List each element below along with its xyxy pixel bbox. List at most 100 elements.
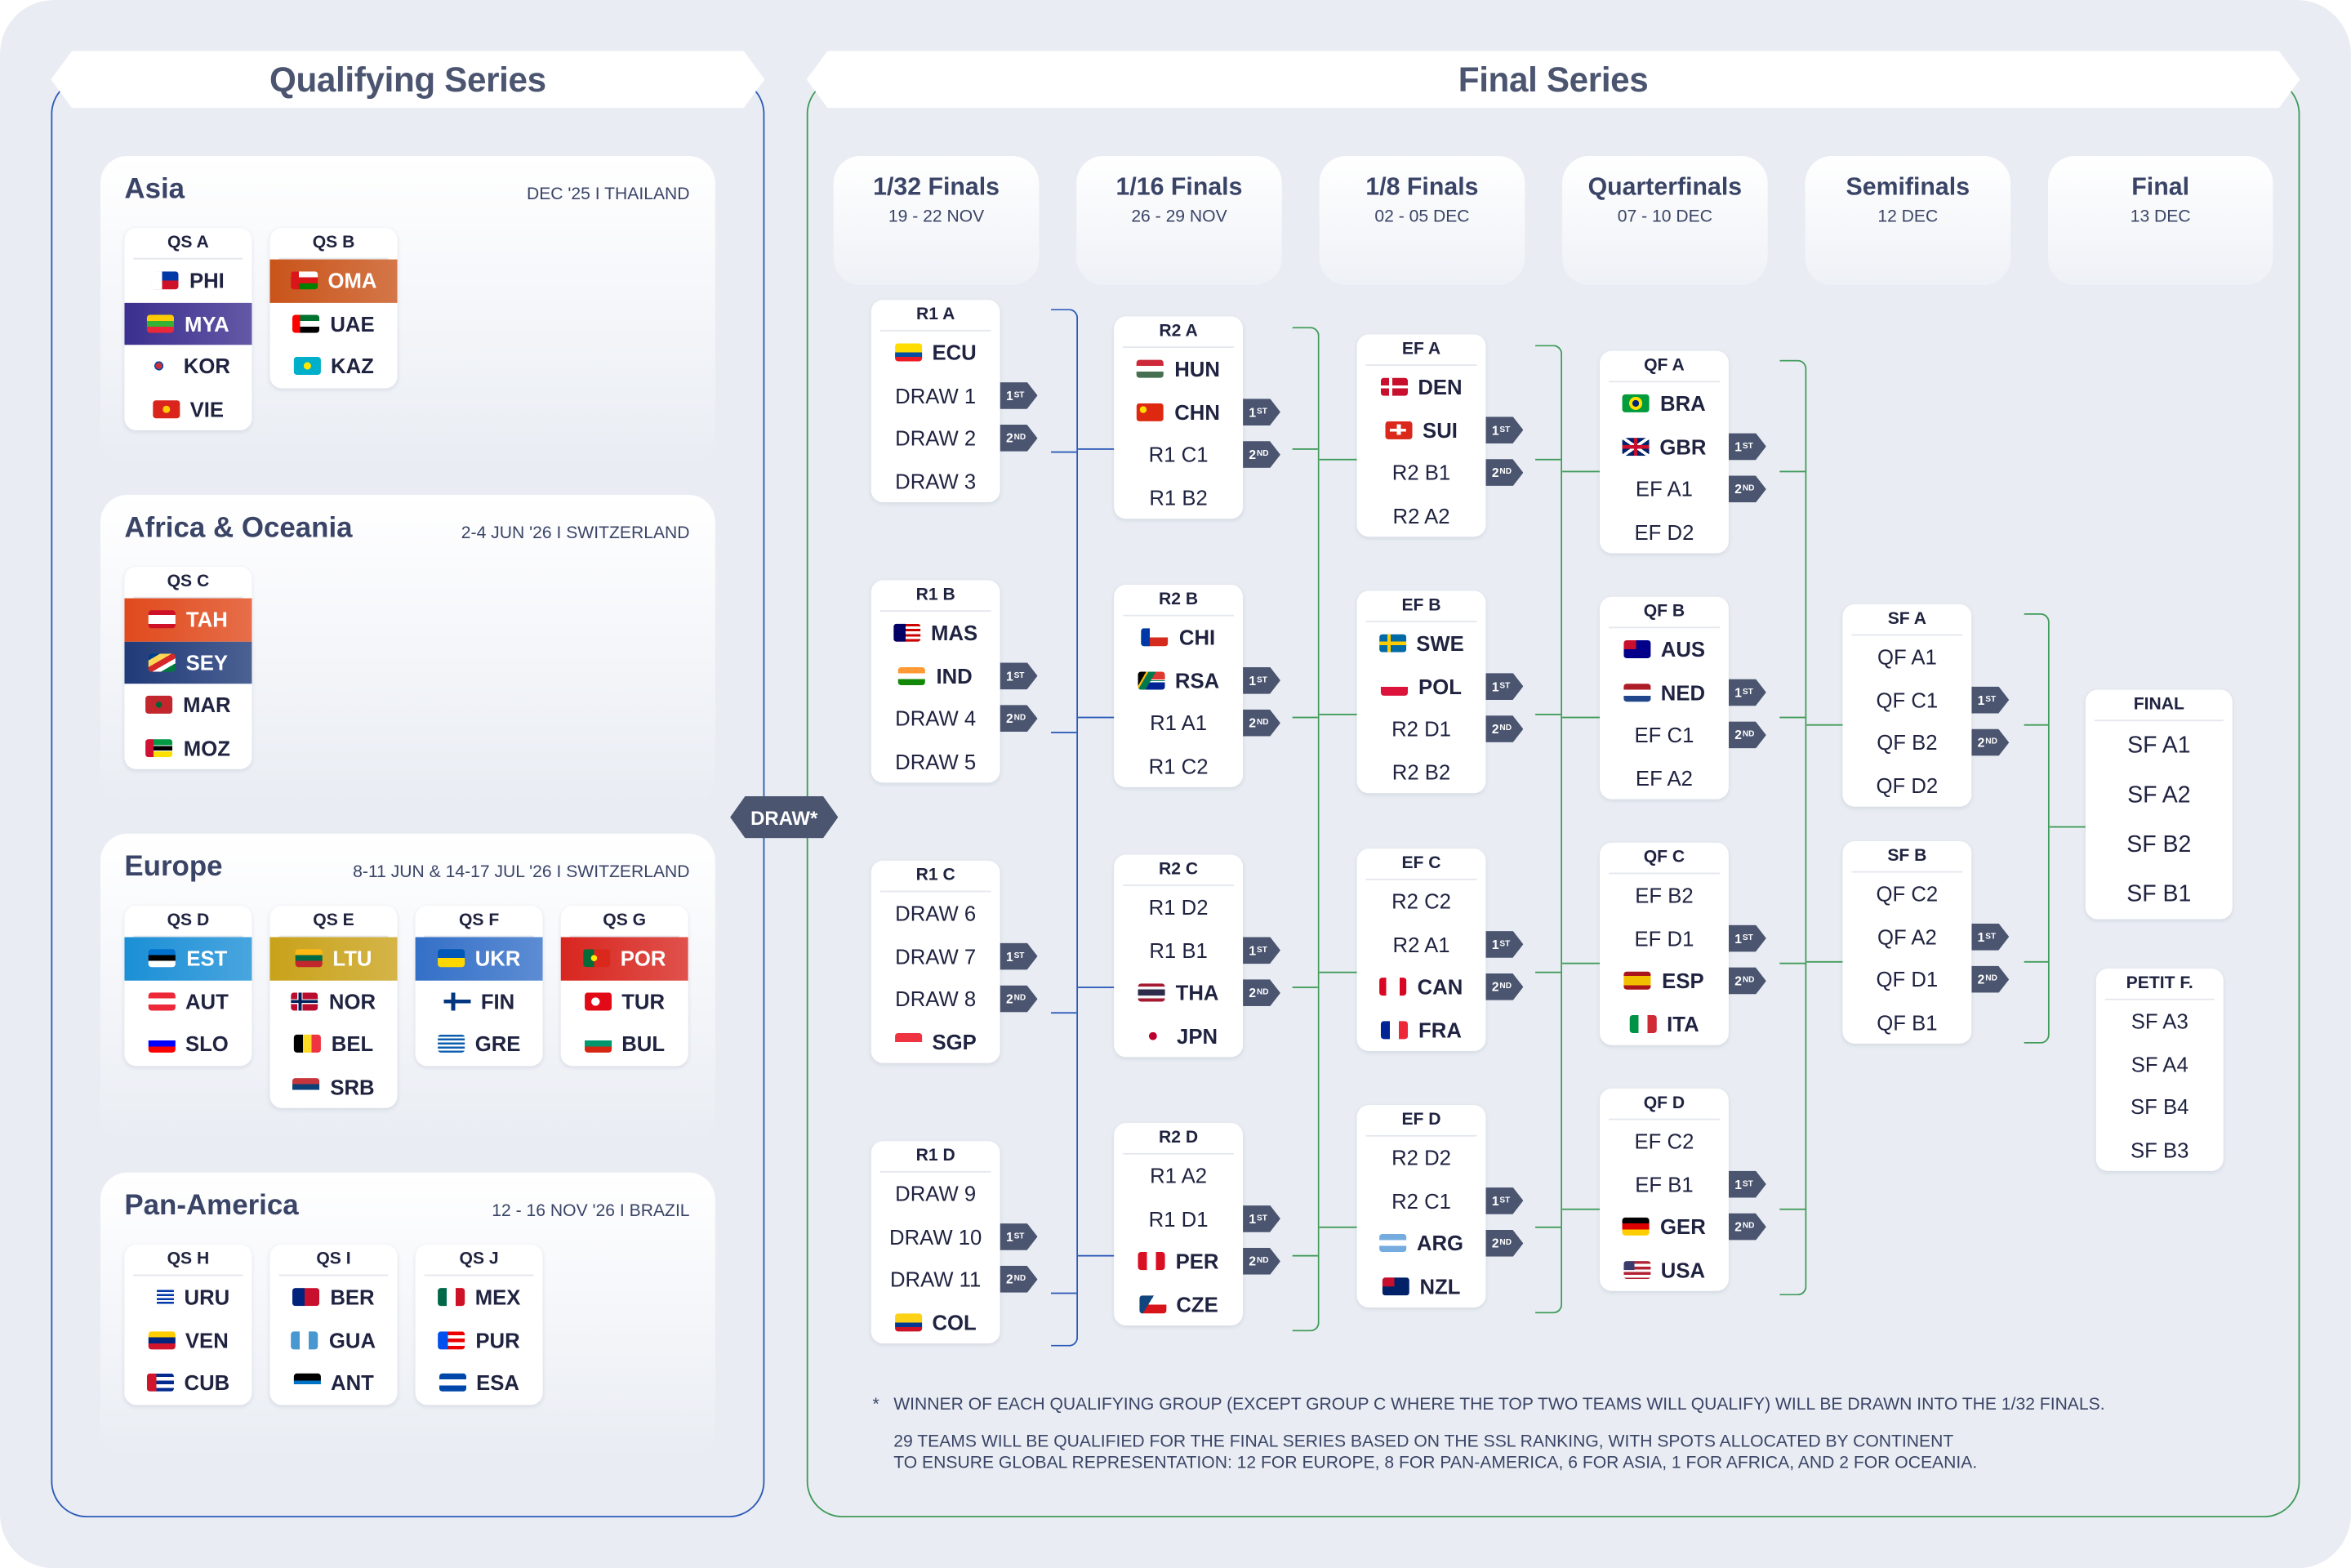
team-row: BEL (269, 1022, 397, 1065)
team-row: BUL (561, 1022, 688, 1065)
match-slot: QF D2 (1842, 764, 1971, 806)
slot-label: EF C2 (1634, 1129, 1694, 1154)
team-code: EST (186, 946, 228, 971)
team-code: ANT (331, 1370, 374, 1395)
match-slot: DRAW 6 (871, 892, 1000, 934)
box-slot: SF A2 (2086, 771, 2233, 821)
slot-label: R2 D1 (1391, 717, 1451, 742)
badge-suffix: ND (1013, 994, 1026, 1004)
team-code: CUB (184, 1370, 230, 1395)
match-slot: EF C2 (1600, 1120, 1729, 1162)
slot-label: DRAW 11 (889, 1267, 982, 1292)
region-date: 2-4 JUN '26 I SWITZERLAND (461, 524, 690, 543)
sgp-flag-icon (894, 1032, 922, 1051)
slot-label: GBR (1659, 434, 1707, 459)
badge-rank: 1 (1249, 404, 1257, 420)
bracket-tick (1806, 960, 1843, 963)
badge-suffix: ST (1742, 933, 1753, 943)
team-row: ANT (269, 1361, 397, 1404)
slot-label: R2 B1 (1391, 461, 1451, 485)
pur-flag-icon (438, 1330, 465, 1349)
region-card-pan-america: Pan-America 12 - 16 NOV '26 I BRAZIL QS H U… (100, 1172, 715, 1458)
match-title: R1 B (879, 581, 991, 612)
match-card-r2-d: R2 D R1 A2 R1 D1 PER CZE (1114, 1123, 1244, 1326)
badge-rank: 1 (1977, 692, 1985, 708)
esa-flag-icon (439, 1374, 466, 1392)
match-slot: ARG (1357, 1222, 1486, 1264)
round-header-2: 1/16 Finals 26 - 29 NOV (1076, 155, 1282, 285)
match-card-sf-a: SF A QF A1 QF C1 QF B2 QF D2 (1842, 604, 1972, 807)
team-code: PUR (475, 1328, 520, 1352)
round-title: Final (2131, 173, 2190, 202)
slot-label: PER (1175, 1249, 1219, 1274)
round-title: Semifinals (1846, 173, 1970, 202)
ita-flag-icon (1629, 1014, 1657, 1033)
match-slot: QF C2 (1842, 873, 1971, 915)
bracket-tick (2049, 826, 2086, 828)
team-code: VIE (189, 397, 225, 421)
slot-label: DRAW 8 (895, 987, 977, 1011)
chn-flag-icon (1137, 403, 1164, 421)
ecu-flag-icon (894, 343, 922, 362)
match-slot: QF C1 (1842, 679, 1971, 721)
badge-suffix: ND (1742, 976, 1755, 986)
team-row: VIE (124, 388, 252, 430)
group-title: QS H (133, 1245, 243, 1276)
aus-flag-icon (1623, 640, 1650, 659)
tah-flag-icon (148, 610, 176, 629)
match-title: EF B (1365, 590, 1477, 622)
match-card-ef-c: EF C R2 C2 R2 A1 CAN FRA (1356, 849, 1486, 1052)
slot-label: CZE (1176, 1292, 1218, 1316)
kaz-flag-icon (293, 357, 321, 376)
match-slot: QF B1 (1842, 1001, 1971, 1044)
vie-flag-icon (152, 399, 180, 418)
badge-suffix: ST (1499, 1196, 1511, 1205)
match-slot: QF B2 (1842, 721, 1971, 764)
match-title: QF B (1609, 597, 1720, 629)
per-flag-icon (1138, 1252, 1165, 1271)
team-code: PHI (189, 269, 225, 293)
slot-label: GER (1660, 1214, 1706, 1239)
badge-suffix: ND (1742, 1222, 1755, 1232)
badge-rank: 2 (1977, 735, 1985, 751)
match-card-ef-a: EF A DEN SUI R2 B1 R2 A2 (1356, 334, 1486, 537)
match-card-r2-c: R2 C R1 D2 R1 B1 THA JPN (1114, 854, 1244, 1058)
bracket-connector (1292, 327, 1320, 1332)
match-slot: DRAW 10 (871, 1215, 1000, 1258)
slot-label: ESP (1662, 969, 1704, 993)
badge-rank: 1 (1491, 1192, 1499, 1209)
bracket-tick (1779, 470, 1806, 473)
slot-label: CHN (1174, 399, 1220, 425)
slot-label: DRAW 1 (895, 383, 977, 408)
badge-suffix: ST (1256, 407, 1267, 416)
match-slot: ECU (871, 332, 1000, 374)
badge-suffix: ND (1013, 714, 1026, 724)
group-title: QS D (133, 906, 243, 938)
slot-label: SF B3 (2131, 1138, 2189, 1162)
badge-suffix: ND (1013, 434, 1026, 443)
slot-label: R2 D2 (1391, 1146, 1451, 1170)
slot-label: COL (932, 1310, 977, 1334)
team-row: MEX (416, 1276, 543, 1318)
round-title: Quarterfinals (1587, 173, 1743, 202)
team-code: KAZ (331, 354, 374, 379)
pol-flag-icon (1381, 677, 1409, 696)
match-slot: SUI (1357, 408, 1486, 451)
slot-label: EF B1 (1635, 1172, 1694, 1196)
team-row: FIN (416, 980, 543, 1022)
badge-rank: 2 (1491, 979, 1499, 995)
slot-label: QF A2 (1877, 924, 1937, 949)
match-card-ef-b: EF B SWE POL R2 D1 R2 B2 (1356, 590, 1486, 794)
team-code: OMA (327, 269, 377, 293)
match-slot: R2 B1 (1357, 452, 1486, 494)
match-slot: R2 D1 (1357, 708, 1486, 751)
badge-rank: 1 (1005, 668, 1013, 684)
den-flag-icon (1380, 378, 1408, 397)
match-slot: ITA (1600, 1002, 1729, 1045)
round-title: 1/32 Finals (873, 173, 1000, 202)
match-slot: EF A2 (1600, 756, 1729, 799)
ned-flag-icon (1623, 683, 1650, 702)
group-card-qs-f: QS F UKR FIN GRE (415, 905, 543, 1066)
bracket-tick (1319, 713, 1357, 715)
match-slot: EF D1 (1600, 917, 1729, 960)
